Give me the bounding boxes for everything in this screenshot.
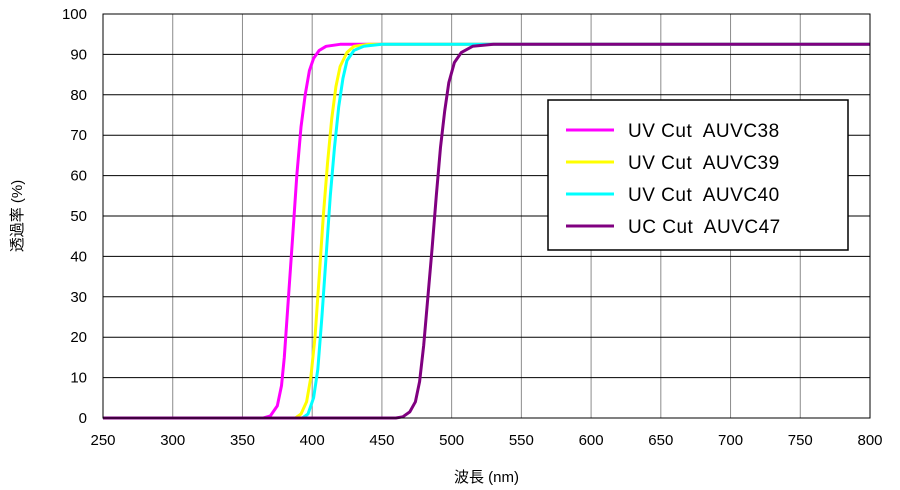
y-tick-label: 10 <box>70 370 87 387</box>
y-tick-label: 60 <box>70 168 87 185</box>
legend-label: UV Cut AUVC39 <box>628 153 780 174</box>
x-tick-label: 350 <box>230 432 255 449</box>
x-tick-label: 250 <box>90 432 115 449</box>
y-tick-label: 50 <box>70 208 87 225</box>
series-line-2 <box>103 42 870 420</box>
x-tick-label: 450 <box>369 432 394 449</box>
y-tick-labels: 0 10 20 30 40 50 60 70 80 90 100 <box>62 6 87 427</box>
x-tick-label: 650 <box>648 432 673 449</box>
y-tick-label: 40 <box>70 248 87 265</box>
y-tick-label: 0 <box>79 410 87 427</box>
grid-lines <box>103 14 870 418</box>
legend-label: UV Cut AUVC38 <box>628 121 780 142</box>
legend: UV Cut AUVC38 UV Cut AUVC39 UV Cut AUVC40 U… <box>547 99 849 251</box>
x-tick-label: 700 <box>718 432 743 449</box>
y-tick-label: 90 <box>70 46 87 63</box>
series-line-3 <box>103 42 870 420</box>
y-tick-label: 30 <box>70 289 87 306</box>
plot-frame <box>102 13 871 419</box>
x-tick-label: 300 <box>160 432 185 449</box>
x-tick-label: 400 <box>300 432 325 449</box>
series-line-4 <box>103 42 870 420</box>
series-lines <box>103 42 870 420</box>
x-tick-labels: 250 300 350 400 450 500 550 600 650 700 750 800 <box>90 432 882 449</box>
x-tick-label: 800 <box>857 432 882 449</box>
x-tick-label: 550 <box>509 432 534 449</box>
y-tick-label: 100 <box>62 6 87 23</box>
legend-label: UC Cut AUVC47 <box>628 217 781 238</box>
y-axis-title: 透過率 (%) <box>9 180 26 253</box>
y-tick-label: 70 <box>70 127 87 144</box>
x-tick-label: 600 <box>579 432 604 449</box>
x-axis-title: 波長 (nm) <box>454 469 519 486</box>
x-tick-label: 500 <box>439 432 464 449</box>
legend-label: UV Cut AUVC40 <box>628 185 780 206</box>
y-tick-label: 20 <box>70 329 87 346</box>
x-tick-label: 750 <box>788 432 813 449</box>
y-tick-label: 80 <box>70 87 87 104</box>
series-line-1 <box>103 42 870 420</box>
